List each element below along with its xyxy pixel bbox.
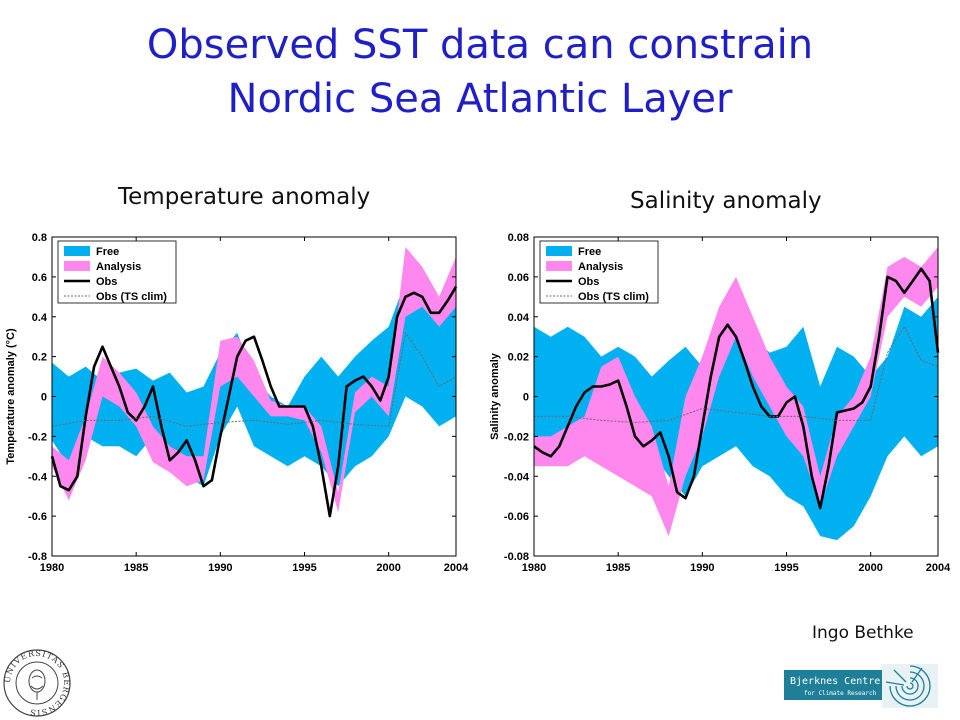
x-tick-label: 1990 xyxy=(690,562,714,574)
slide-title: Observed SST data can constrain Nordic S… xyxy=(0,18,960,126)
band-free xyxy=(534,296,938,541)
series-line-obs-ts-clim- xyxy=(534,326,939,423)
slide-title-line1: Observed SST data can constrain xyxy=(146,22,814,68)
series-line-obs-ts-clim- xyxy=(51,332,457,427)
band-analysis xyxy=(534,247,938,537)
legend-label-obs: Obs xyxy=(96,276,117,288)
series-line-obs xyxy=(50,286,458,518)
legend-label-analysis: Analysis xyxy=(96,261,141,273)
x-tick-label: 1990 xyxy=(208,562,232,574)
slide-title-line2: Nordic Sea Atlantic Layer xyxy=(227,76,733,122)
y-tick-label: 0.06 xyxy=(508,272,529,284)
temperature-panel-title: Temperature anomaly xyxy=(118,184,371,210)
x-tick-label: 1985 xyxy=(606,562,630,574)
x-tick-label: 1980 xyxy=(522,562,546,574)
bjerknes-centre-logo: Bjerknes Centre for Climate Research xyxy=(782,664,940,708)
legend-label-free: Free xyxy=(578,246,601,258)
legend-swatch-analysis xyxy=(546,261,572,271)
x-tick-label: 2000 xyxy=(376,562,400,574)
y-tick-label: 0.2 xyxy=(32,352,47,364)
seal-lettering: UNIVERSITAS BERGENSIS xyxy=(3,649,70,717)
y-tick-label: 0.8 xyxy=(32,232,47,244)
legend-label-obs-ts-clim-: Obs (TS clim) xyxy=(96,291,167,303)
legend-swatch-analysis xyxy=(64,261,90,271)
y-axis-label: Temperature anomaly (°C) xyxy=(5,328,17,465)
series-line-obs xyxy=(533,267,940,510)
band-analysis xyxy=(52,247,456,513)
svg-text:Bjerknes Centre: Bjerknes Centre xyxy=(790,676,880,687)
y-tick-label: -0.02 xyxy=(504,431,529,443)
y-tick-label: 0 xyxy=(41,392,47,404)
x-tick-label: 2004 xyxy=(444,562,469,574)
y-tick-label: -0.04 xyxy=(504,471,530,483)
y-tick-label: -0.8 xyxy=(28,551,47,563)
salinity-anomaly-chart: -0.08 -0.06 -0.04 -0.02 0 0.02 0.04 0.06 0.08 198… xyxy=(489,232,951,574)
university-of-bergen-seal: UNIVERSITAS BERGENSIS xyxy=(3,649,71,717)
x-tick-label: 1995 xyxy=(774,562,798,574)
x-tick-label: 2004 xyxy=(926,562,951,574)
legend-swatch-free xyxy=(546,246,572,256)
y-tick-label: 0.08 xyxy=(508,232,529,244)
svg-text:UNIVERSITAS BERGENSIS: UNIVERSITAS BERGENSIS xyxy=(3,649,71,717)
y-tick-label: -0.06 xyxy=(504,511,529,523)
legend-label-obs-ts-clim-: Obs (TS clim) xyxy=(578,291,649,303)
temperature-anomaly-chart: -0.8 -0.6 -0.4 -0.2 0 0.2 0.4 0.6 0.8 1980 1985 199… xyxy=(5,232,469,574)
x-tick-label: 2000 xyxy=(858,562,882,574)
salinity-panel-title: Salinity anomaly xyxy=(630,188,822,214)
y-tick-label: 0.4 xyxy=(32,312,48,324)
y-tick-label: 0 xyxy=(523,392,529,404)
svg-text:for Climate Research: for Climate Research xyxy=(804,690,877,697)
y-tick-label: 0.04 xyxy=(508,312,530,324)
legend-label-obs: Obs xyxy=(578,276,599,288)
y-axis-label: Salinity anomaly xyxy=(489,352,501,440)
y-tick-label: -0.4 xyxy=(28,471,48,483)
author-credit: Ingo Bethke xyxy=(812,623,914,643)
y-tick-label: -0.6 xyxy=(28,511,47,523)
x-tick-label: 1995 xyxy=(292,562,316,574)
legend-swatch-free xyxy=(64,246,90,256)
x-tick-label: 1980 xyxy=(40,562,64,574)
y-tick-label: 0.02 xyxy=(508,352,529,364)
y-tick-label: 0.6 xyxy=(32,272,47,284)
x-tick-label: 1985 xyxy=(124,562,148,574)
legend-label-free: Free xyxy=(96,246,119,258)
y-tick-label: -0.2 xyxy=(28,431,47,443)
y-tick-label: -0.08 xyxy=(504,551,529,563)
legend-label-analysis: Analysis xyxy=(578,261,623,273)
